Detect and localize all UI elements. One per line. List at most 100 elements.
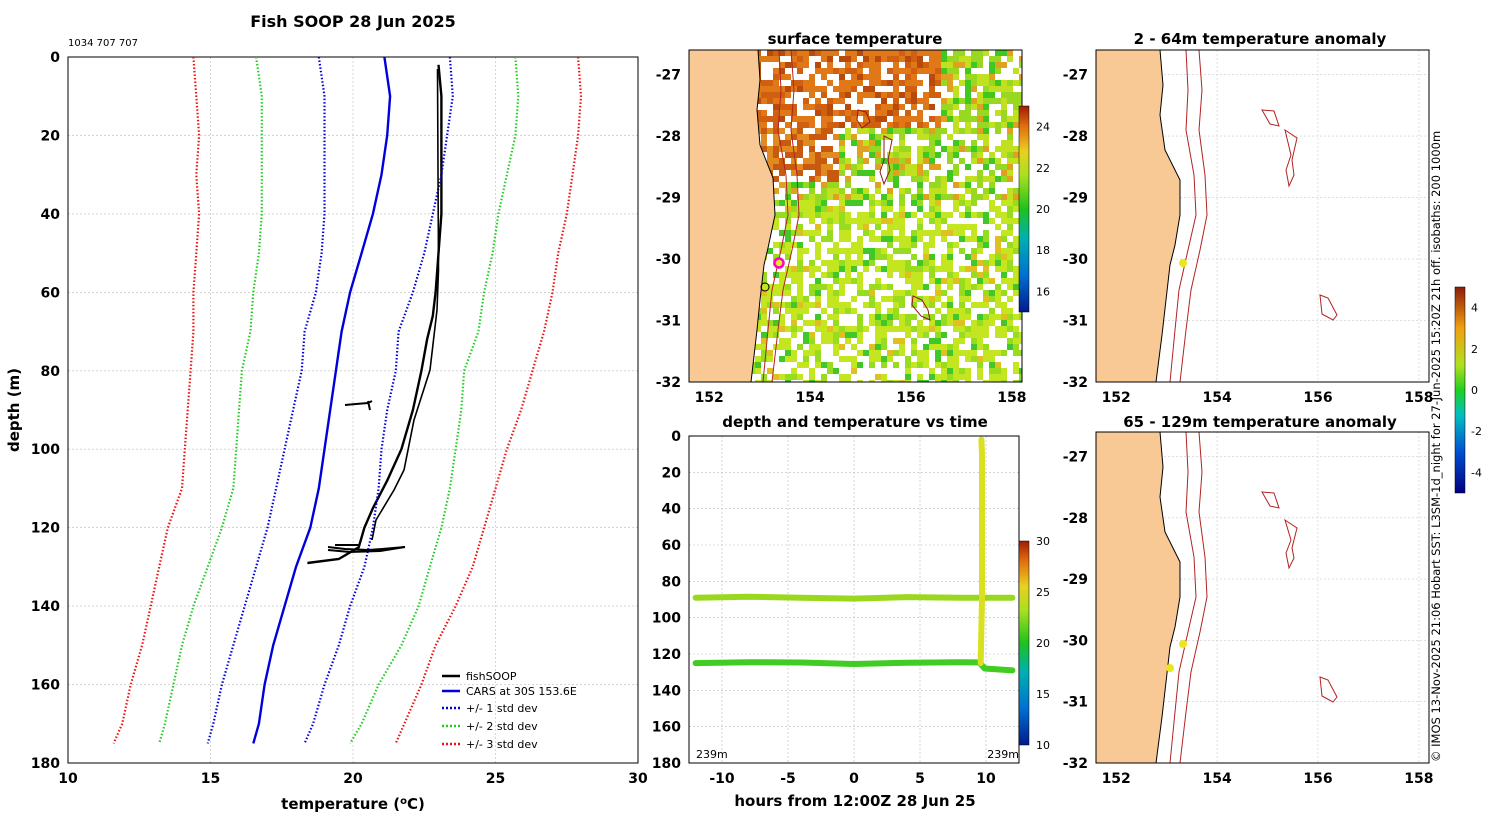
sst-cell [887,200,893,206]
sst-cell [971,104,977,110]
sst-cell [923,242,929,248]
sst-cell [839,332,845,338]
sst-cell [899,92,905,98]
sst-cell [947,62,953,68]
sst-cell [773,74,779,80]
sst-cell [791,56,797,62]
sst-cell [785,236,791,242]
sst-cell [785,356,791,362]
sst-cell [1001,62,1007,68]
sst-cell [809,290,815,296]
sst-cell [1001,116,1007,122]
sst-cell [857,170,863,176]
sst-colorbar-tick: 20 [1036,203,1050,216]
anom-top-eddy-3 [1319,294,1338,321]
sst-cell [893,128,899,134]
sst-cell [977,194,983,200]
sst-cell [767,296,773,302]
sst-cell [905,122,911,128]
sst-cell [851,110,857,116]
sst-cell [857,272,863,278]
dt-xtick-label: -10 [709,771,735,787]
sst-cell [953,362,959,368]
sst-cell [959,296,965,302]
sst-cell [773,98,779,104]
sst-cell [995,236,1001,242]
sst-cell [965,56,971,62]
sst-cell [779,68,785,74]
sst-cell [995,122,1001,128]
dt-colorbar-tick: 10 [1036,739,1050,752]
sst-cell [1007,122,1013,128]
sst-cell [989,158,995,164]
sst-cell [899,200,905,206]
sst-cell [893,56,899,62]
sst-cell [779,182,785,188]
sst-cell [767,290,773,296]
sst-cell [983,140,989,146]
sst-cell [917,266,923,272]
sst-cell [923,176,929,182]
sst-cell [839,164,845,170]
sst-cell [1001,122,1007,128]
sst-cell [887,272,893,278]
sst-cell [815,356,821,362]
sst-cell [881,104,887,110]
sst-cell [923,50,929,56]
sst-cell [857,254,863,260]
sst-cell [941,278,947,284]
sst-cell [995,68,1001,74]
sst-cell [929,68,935,74]
sst-cell [911,242,917,248]
sst-cell [785,218,791,224]
profile-legend: fishSOOP CARS at 30S 153.6E +/- 1 std de… [442,670,577,751]
sst-cell [929,80,935,86]
sst-cell [1007,128,1013,134]
sst-cell [959,98,965,104]
sst-cell [875,116,881,122]
sst-cell [1013,380,1019,382]
sst-cell [839,212,845,218]
sst-cell [839,224,845,230]
sst-cell [887,188,893,194]
sst-cell [869,170,875,176]
sst-cell [959,224,965,230]
sst-cell [983,260,989,266]
sst-cell [773,80,779,86]
sst-cell [833,182,839,188]
sst-cell [761,56,767,62]
sst-cell [845,380,851,382]
sst-cell [977,278,983,284]
sst-cell [923,296,929,302]
sst-cell [791,128,797,134]
anom_65_129-ytick-label: -30 [1063,633,1089,649]
sst-cell [881,362,887,368]
sst-cell [1007,50,1013,56]
dt-xtick-label: 5 [915,771,925,787]
dt-series-0 [692,659,1016,674]
sst-cell [905,332,911,338]
sst-cell [977,62,983,68]
profile-xtick-label: 20 [343,771,363,787]
sst-cell [929,200,935,206]
sst-cell [773,128,779,134]
sst-cell [965,122,971,128]
sst-cell [845,128,851,134]
sst-cell [803,308,809,314]
sst-cell [893,350,899,356]
sst-cell [797,296,803,302]
sst-cell [917,122,923,128]
sst-cell [1007,308,1013,314]
sst-cell [773,86,779,92]
sst-cell [995,266,1001,272]
sst-cell [935,212,941,218]
sst-cell [791,188,797,194]
sst-cell [899,122,905,128]
sst-cell [791,80,797,86]
sst-cell [809,218,815,224]
sst-cell [953,194,959,200]
sst-cell [827,260,833,266]
sst-cell [809,332,815,338]
sst-cell [923,62,929,68]
sst-cell [1013,98,1019,104]
